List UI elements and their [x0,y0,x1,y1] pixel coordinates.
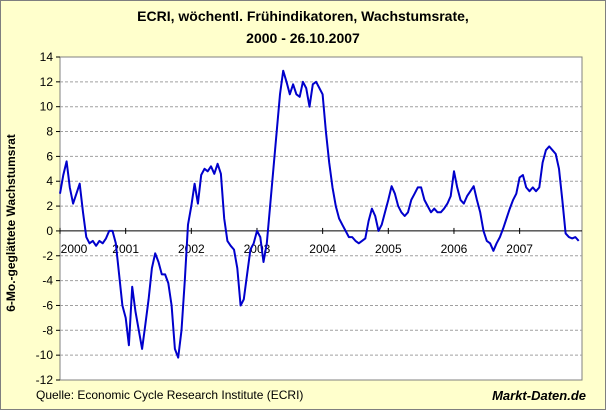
chart-title: ECRI, wöchentl. Frühindikatoren, Wachstu… [137,8,469,24]
y-tick-label: -4 [42,274,53,288]
y-tick-label: 0 [46,224,53,238]
x-tick-label: 2002 [178,242,205,256]
x-tick-label: 2001 [112,242,139,256]
y-tick-label: -8 [42,323,53,337]
y-tick-label: -10 [36,348,54,362]
y-tick-labels: -12 -10 -8 -6 -4 -2 0 2 4 6 8 10 12 14 [36,50,60,387]
chart-subtitle: 2000 - 26.10.2007 [246,30,360,46]
plot-area [59,56,583,381]
y-tick-label: 14 [40,50,54,64]
series-layer [59,69,580,359]
grid-lines [60,81,582,356]
y-tick-label: 8 [46,125,53,139]
x-tick-label: 2005 [375,242,402,256]
y-tick-label: 12 [40,75,54,89]
series-line-0 [59,69,580,359]
x-tick-label: 2006 [441,242,468,256]
source-note: Quelle: Economic Cycle Research Institut… [36,388,304,402]
y-tick-label: 10 [40,100,54,114]
x-tick-label: 2000 [61,242,88,256]
x-tick-label: 2007 [506,242,533,256]
x-tick-labels: 2000 2001 2002 2003 2004 2005 2006 2007 [59,227,533,256]
y-tick-label: 6 [46,149,53,163]
y-tick-label: 4 [46,174,53,188]
x-tick-label: 2004 [309,242,336,256]
y-tick-label: -2 [42,249,53,263]
y-tick-label: -12 [36,373,54,387]
y-tick-label: 2 [46,199,53,213]
brand-label: Markt-Daten.de [492,388,586,403]
y-tick-label: -6 [42,298,53,312]
